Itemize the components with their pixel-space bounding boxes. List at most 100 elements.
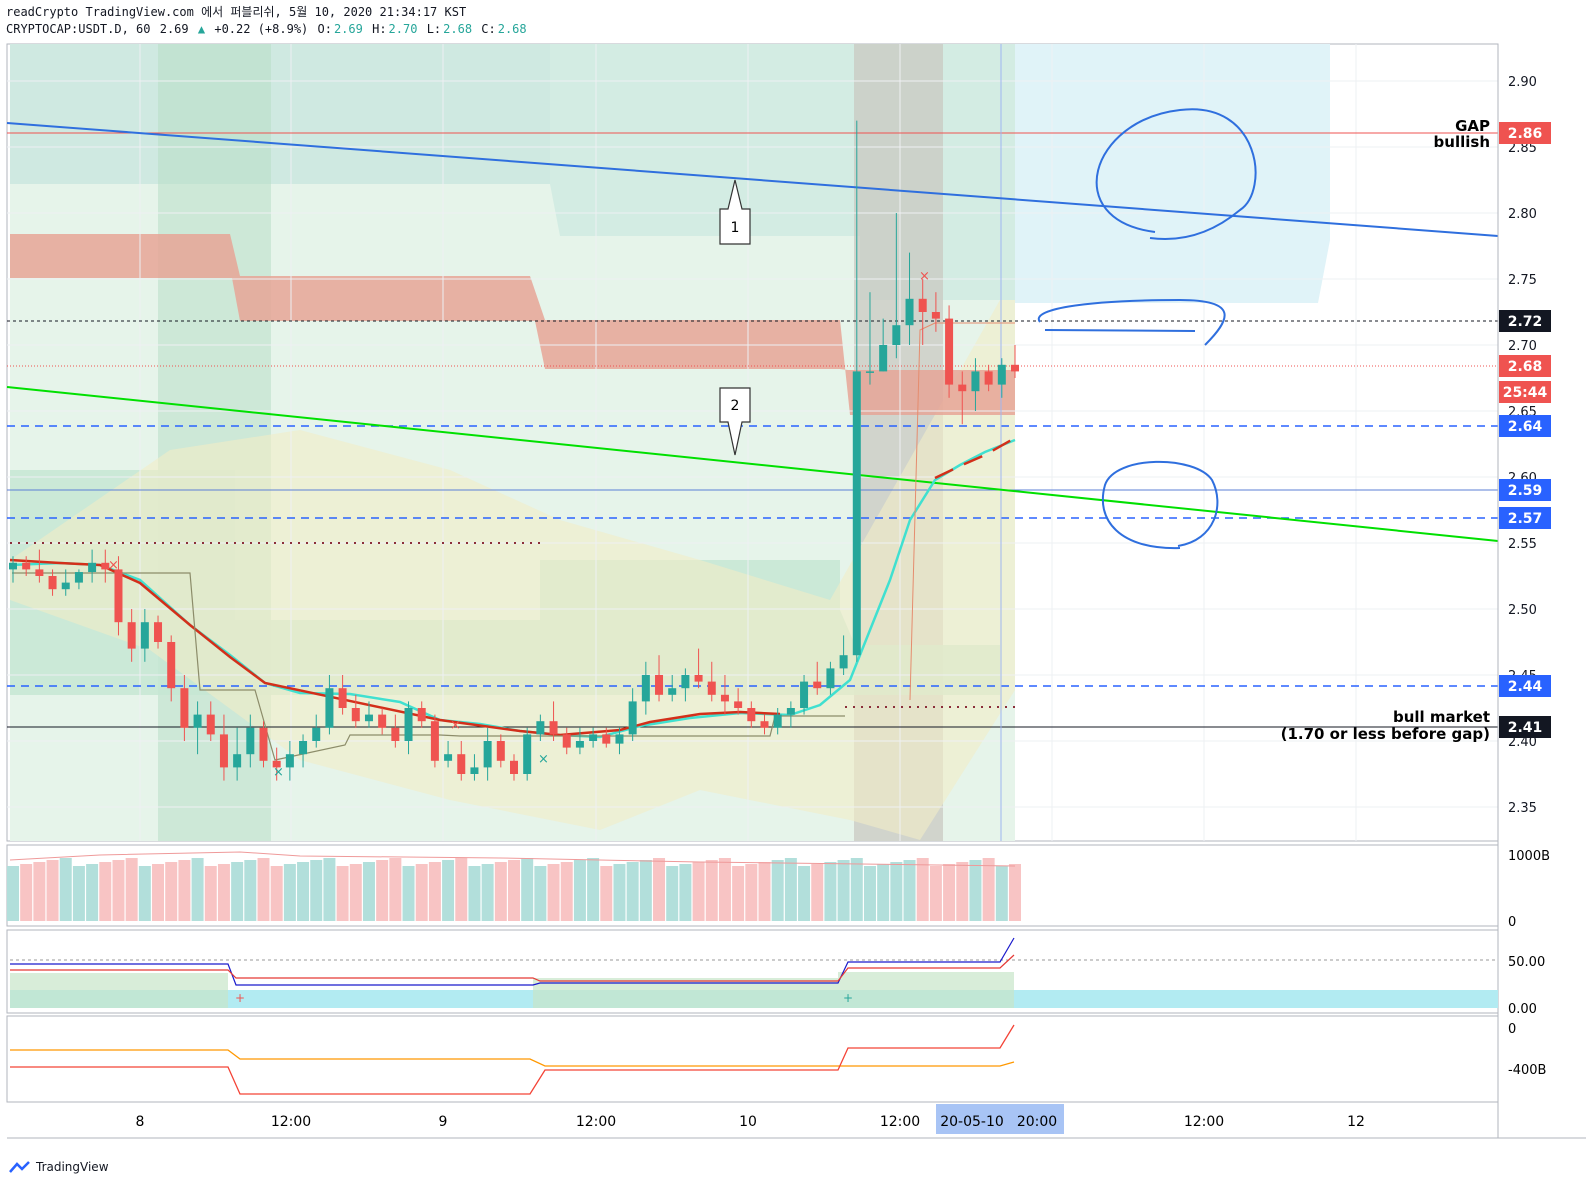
candle-body[interactable] — [444, 754, 453, 761]
candle-body[interactable] — [74, 572, 83, 583]
candle-body[interactable] — [114, 569, 123, 623]
candle-body[interactable] — [575, 741, 584, 748]
candle-body[interactable] — [61, 582, 70, 590]
candle-body[interactable] — [391, 727, 400, 741]
volume-bar — [560, 862, 573, 921]
candle-body[interactable] — [259, 727, 268, 761]
candle-body[interactable] — [536, 721, 545, 735]
callout-1[interactable]: 1 — [719, 179, 751, 245]
candle-body[interactable] — [641, 675, 650, 702]
volume-bar — [956, 862, 969, 921]
candle-body[interactable] — [325, 688, 334, 728]
candle-body[interactable] — [602, 734, 611, 744]
candle-body[interactable] — [800, 681, 809, 708]
candle-body[interactable] — [510, 760, 518, 774]
candle-body[interactable] — [918, 298, 927, 312]
candle-body[interactable] — [852, 371, 861, 656]
candle-body[interactable] — [958, 384, 967, 392]
callout-2[interactable]: 2 — [719, 387, 751, 456]
candle-body[interactable] — [470, 767, 479, 774]
low-label: L: — [426, 22, 442, 36]
candle-body[interactable] — [905, 298, 914, 326]
candle-body[interactable] — [760, 721, 769, 728]
candle-body[interactable] — [562, 734, 571, 748]
candle-body[interactable] — [22, 562, 31, 570]
candle-body[interactable] — [219, 734, 228, 768]
volume-bar — [7, 866, 19, 921]
hand-drawn-ellipse-mid[interactable] — [1037, 298, 1226, 346]
volume-pane[interactable]: 1000B 0 — [6, 844, 1550, 930]
candle-body[interactable] — [312, 727, 321, 741]
candle-body[interactable] — [879, 345, 888, 372]
candle-body[interactable] — [246, 727, 255, 755]
candle-body[interactable] — [496, 741, 505, 761]
candle-body[interactable] — [1011, 364, 1019, 372]
candle-body[interactable] — [206, 714, 215, 735]
candle-body[interactable] — [720, 694, 729, 702]
candle-body[interactable] — [655, 675, 664, 695]
candle-body[interactable] — [101, 562, 110, 570]
candle-body[interactable] — [628, 701, 637, 735]
candle-body[interactable] — [48, 576, 57, 590]
candle-body[interactable] — [984, 371, 993, 385]
candle-body[interactable] — [549, 721, 558, 735]
candle-body[interactable] — [747, 708, 756, 722]
candle-body[interactable] — [971, 371, 980, 392]
candle-body[interactable] — [9, 562, 17, 570]
candle-body[interactable] — [826, 668, 835, 689]
candles[interactable] — [9, 120, 1019, 781]
descending-green-trendline[interactable] — [6, 386, 1499, 542]
candle-body[interactable] — [865, 371, 874, 373]
candle-body[interactable] — [430, 721, 439, 761]
candle-body[interactable] — [338, 688, 347, 708]
time-axis[interactable]: 8 12:00 9 12:00 10 12:00 20-05-10 20:00 … — [7, 1101, 1586, 1139]
candle-body[interactable] — [404, 708, 413, 741]
hand-drawn-circle-low[interactable] — [1101, 460, 1219, 550]
tradingview-branding[interactable]: TradingView — [8, 1160, 109, 1174]
candle-body[interactable] — [786, 708, 795, 715]
candle-body[interactable] — [892, 325, 901, 345]
candle-body[interactable] — [813, 681, 822, 689]
candle-body[interactable] — [127, 622, 136, 649]
candle-body[interactable] — [140, 622, 149, 649]
candle-body[interactable] — [931, 312, 940, 319]
candle-body[interactable] — [483, 741, 492, 768]
candle-body[interactable] — [417, 708, 426, 722]
candle-body[interactable] — [272, 760, 281, 768]
candle-body[interactable] — [997, 364, 1006, 385]
candle-body[interactable] — [88, 562, 97, 573]
price-axis[interactable]: 2.902.852.802.752.702.652.602.552.502.45… — [1497, 44, 1551, 1138]
price-label: 25:44 — [1503, 385, 1548, 401]
macd-pane[interactable]: 0 -400B — [6, 1015, 1546, 1103]
candle-body[interactable] — [167, 642, 176, 689]
candle-body[interactable] — [285, 754, 294, 768]
candle-body[interactable] — [681, 675, 690, 689]
candle-body[interactable] — [180, 688, 189, 728]
candle-body[interactable] — [35, 569, 44, 576]
candle-body[interactable] — [839, 655, 848, 669]
main-pane[interactable] — [6, 43, 1499, 842]
candle-body[interactable] — [364, 714, 373, 722]
price-label-box — [1499, 355, 1551, 377]
candle-body[interactable] — [734, 701, 743, 708]
candle-body[interactable] — [589, 734, 598, 741]
candle-body[interactable] — [457, 754, 466, 774]
candle-body[interactable] — [299, 741, 308, 755]
candle-body[interactable] — [615, 734, 624, 744]
candle-body[interactable] — [154, 622, 163, 642]
candle-body[interactable] — [773, 714, 782, 728]
candle-body[interactable] — [193, 714, 202, 728]
candle-body[interactable] — [694, 675, 703, 682]
candle-body[interactable] — [378, 714, 387, 728]
candle-body[interactable] — [668, 688, 677, 695]
hand-drawn-circle-top[interactable] — [1095, 108, 1257, 241]
descending-blue-trendline[interactable] — [6, 122, 1499, 237]
candle-body[interactable] — [351, 708, 360, 722]
candle-body[interactable] — [523, 734, 532, 774]
candle-body[interactable] — [945, 318, 954, 385]
candle-body[interactable] — [233, 754, 242, 768]
candle-body[interactable] — [707, 681, 716, 695]
oscillator-pane[interactable]: + + 50.00 0.00 — [6, 929, 1545, 1017]
time-highlight-label: 20-05-10 — [940, 1114, 1004, 1130]
